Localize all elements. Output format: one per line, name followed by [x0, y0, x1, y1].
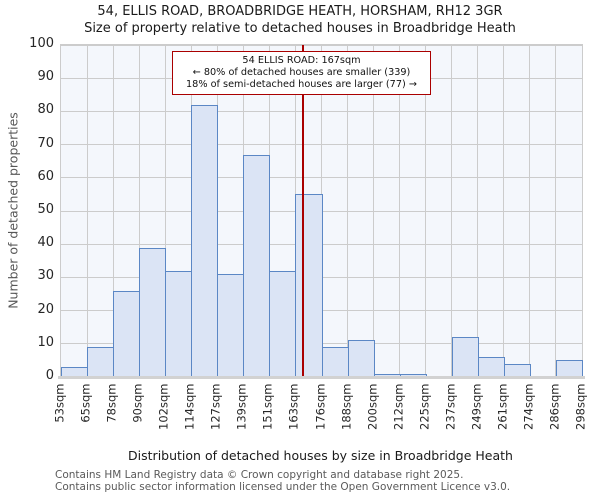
x-tick-label: 102sqm: [156, 383, 171, 430]
histogram-bar: [400, 374, 427, 377]
footer-line-2: Contains public sector information licen…: [55, 480, 511, 493]
histogram-bar: [478, 357, 505, 377]
license-footer: Contains HM Land Registry data © Crown c…: [55, 469, 511, 493]
histogram-bar: [139, 248, 166, 377]
histogram-bar: [113, 291, 140, 377]
vertical-gridline: [529, 45, 531, 377]
histogram-bar: [191, 105, 218, 377]
y-tick-label: 60: [37, 168, 54, 184]
chart-title: 54, ELLIS ROAD, BROADBRIDGE HEATH, HORSH…: [97, 4, 503, 19]
vertical-gridline: [555, 45, 557, 377]
property-size-marker-line: [302, 45, 305, 377]
x-tick-label: 200sqm: [365, 383, 380, 430]
vertical-gridline: [503, 45, 505, 377]
y-tick-label: 10: [37, 334, 54, 350]
x-tick-label: 53sqm: [52, 383, 67, 423]
vertical-gridline: [451, 45, 453, 377]
vertical-gridline: [86, 45, 88, 377]
vertical-gridline: [399, 45, 401, 377]
x-axis-line: [58, 376, 585, 379]
histogram-bar: [217, 274, 244, 377]
annotation-larger-line: 18% of semi-detached houses are larger (…: [186, 79, 417, 90]
y-tick-label: 0: [45, 368, 54, 383]
vertical-gridline: [164, 45, 166, 377]
x-tick-label: 114sqm: [182, 383, 197, 430]
x-tick-label: 151sqm: [260, 383, 275, 430]
histogram-bar: [295, 194, 323, 377]
y-tick-label: 70: [37, 135, 54, 151]
x-tick-label: 65sqm: [78, 383, 93, 423]
x-tick-label: 225sqm: [417, 383, 432, 430]
x-tick-label: 237sqm: [443, 383, 458, 430]
x-tick-label: 163sqm: [286, 383, 301, 430]
histogram-bar: [243, 155, 270, 377]
x-axis-title: Distribution of detached houses by size …: [128, 448, 513, 463]
histogram-bar: [504, 364, 531, 377]
vertical-gridline: [112, 45, 114, 377]
chart-subtitle: Size of property relative to detached ho…: [84, 21, 516, 36]
x-tick-label: 274sqm: [521, 383, 536, 430]
y-tick-label: 90: [37, 69, 54, 85]
histogram-bar: [452, 337, 479, 377]
y-tick-label: 50: [37, 202, 54, 217]
histogram-bar: [348, 340, 375, 377]
vertical-gridline: [373, 45, 375, 377]
y-tick-label: 30: [37, 268, 54, 284]
plot-area: 54 ELLIS ROAD: 167sqm ← 80% of detached …: [58, 44, 585, 379]
x-tick-label: 176sqm: [313, 383, 327, 430]
y-tick-label: 20: [37, 301, 54, 317]
y-tick-label: 40: [37, 235, 54, 251]
x-tick-label: 212sqm: [391, 383, 406, 430]
histogram-bar: [556, 360, 583, 377]
x-tick-label: 127sqm: [208, 383, 223, 430]
y-tick-label: 80: [37, 102, 54, 118]
annotation-box: 54 ELLIS ROAD: 167sqm ← 80% of detached …: [172, 51, 431, 95]
x-tick-label: 78sqm: [104, 383, 119, 423]
x-tick-label: 286sqm: [547, 383, 562, 430]
footer-line-1: Contains HM Land Registry data © Crown c…: [55, 469, 464, 481]
histogram-bar: [269, 271, 296, 377]
annotation-property-line: 54 ELLIS ROAD: 167sqm: [242, 55, 361, 66]
x-tick-label: 90sqm: [130, 383, 145, 423]
histogram-bar: [165, 271, 192, 377]
x-tick-label: 261sqm: [495, 383, 510, 430]
x-tick-label: 249sqm: [469, 383, 484, 430]
y-tick-label: 100: [29, 36, 54, 51]
histogram-bar: [87, 347, 114, 377]
x-tick-label: 139sqm: [234, 383, 249, 430]
vertical-gridline: [138, 45, 140, 377]
histogram-bar: [322, 347, 349, 377]
vertical-gridline: [347, 45, 349, 377]
x-tick-label: 188sqm: [339, 383, 354, 430]
x-tick-label: 298sqm: [573, 383, 588, 430]
annotation-smaller-line: ← 80% of detached houses are smaller (33…: [192, 67, 411, 78]
vertical-gridline: [477, 45, 479, 377]
vertical-gridline: [425, 45, 427, 377]
